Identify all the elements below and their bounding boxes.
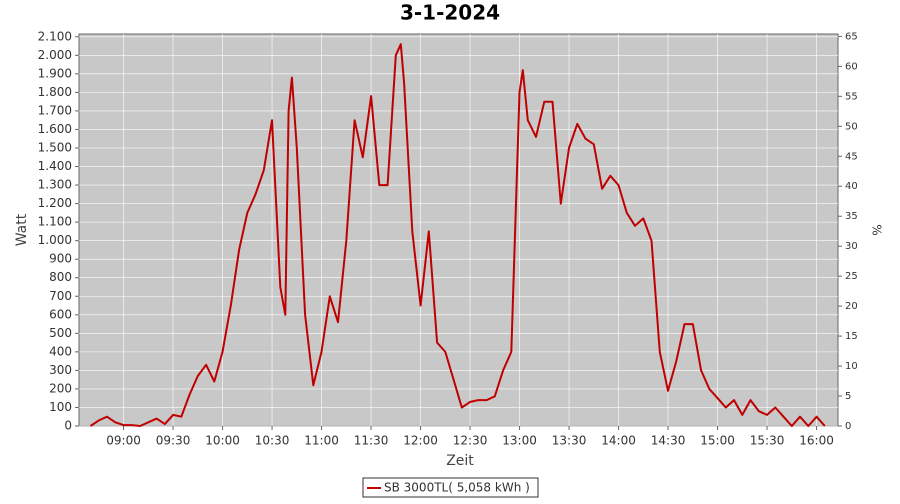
x-tick-label: 15:00 xyxy=(700,434,735,448)
y-tick-label: 400 xyxy=(49,344,72,358)
y2-tick-label: 45 xyxy=(845,151,858,162)
x-tick-label: 14:00 xyxy=(601,434,636,448)
y-tick-label: 2.100 xyxy=(38,29,72,43)
y-tick-label: 600 xyxy=(49,307,72,321)
y2-tick-label: 10 xyxy=(845,361,858,372)
x-tick-label: 16:00 xyxy=(799,434,834,448)
y-tick-label: 1.700 xyxy=(38,103,72,117)
y-tick-label: 1.300 xyxy=(38,178,72,192)
y-tick-label: 1.600 xyxy=(38,122,72,136)
y2-tick-label: 25 xyxy=(845,271,858,282)
y2-tick-label: 20 xyxy=(845,301,858,312)
y-tick-label: 800 xyxy=(49,270,72,284)
y-tick-label: 1.100 xyxy=(38,215,72,229)
y2-tick-label: 15 xyxy=(845,331,858,342)
plot-area xyxy=(78,33,839,427)
y2-tick-label: 50 xyxy=(845,121,858,132)
x-tick-label: 09:00 xyxy=(106,434,141,448)
x-tick-label: 12:30 xyxy=(453,434,488,448)
y-tick-label: 1.500 xyxy=(38,140,72,154)
x-axis-label: Zeit xyxy=(446,453,474,469)
y-tick-label: 300 xyxy=(49,363,72,377)
y2-tick-label: 0 xyxy=(845,421,851,432)
y-tick-label: 2.000 xyxy=(38,48,72,62)
y2-tick-label: 60 xyxy=(845,61,858,72)
y2-tick-label: 30 xyxy=(845,241,858,252)
x-tick-label: 14:30 xyxy=(651,434,686,448)
y-tick-label: 900 xyxy=(49,252,72,266)
x-tick-label: 11:30 xyxy=(354,434,389,448)
series-line xyxy=(89,43,826,427)
x-tick-label: 13:30 xyxy=(552,434,587,448)
legend-label: SB 3000TL( 5,058 kWh ) xyxy=(384,481,530,495)
y2-tick-label: 5 xyxy=(845,391,851,402)
y-tick-label: 100 xyxy=(49,400,72,414)
x-tick-label: 13:00 xyxy=(502,434,537,448)
y-tick-label: 500 xyxy=(49,326,72,340)
x-tick-label: 15:30 xyxy=(750,434,785,448)
y-tick-label: 0 xyxy=(64,419,72,433)
x-tick-label: 12:00 xyxy=(403,434,438,448)
y2-tick-label: 35 xyxy=(845,211,858,222)
chart-title: 3-1-2024 xyxy=(400,1,500,25)
x-tick-label: 10:30 xyxy=(255,434,290,448)
y2-tick-label: 65 xyxy=(845,31,858,42)
y-tick-label: 1.900 xyxy=(38,66,72,80)
y-axis-label: Watt xyxy=(14,213,30,246)
y-tick-label: 1.800 xyxy=(38,85,72,99)
x-tick-label: 10:00 xyxy=(205,434,240,448)
y2-tick-label: 40 xyxy=(845,181,858,192)
legend xyxy=(362,477,539,498)
x-tick-label: 09:30 xyxy=(156,434,191,448)
y2-tick-label: 55 xyxy=(845,91,858,102)
y-tick-label: 1.000 xyxy=(38,233,72,247)
y-tick-label: 700 xyxy=(49,289,72,303)
y-tick-label: 1.200 xyxy=(38,196,72,210)
y-tick-label: 200 xyxy=(49,381,72,395)
x-tick-label: 11:00 xyxy=(304,434,339,448)
y-tick-label: 1.400 xyxy=(38,159,72,173)
y2-axis-label: % xyxy=(870,224,884,235)
